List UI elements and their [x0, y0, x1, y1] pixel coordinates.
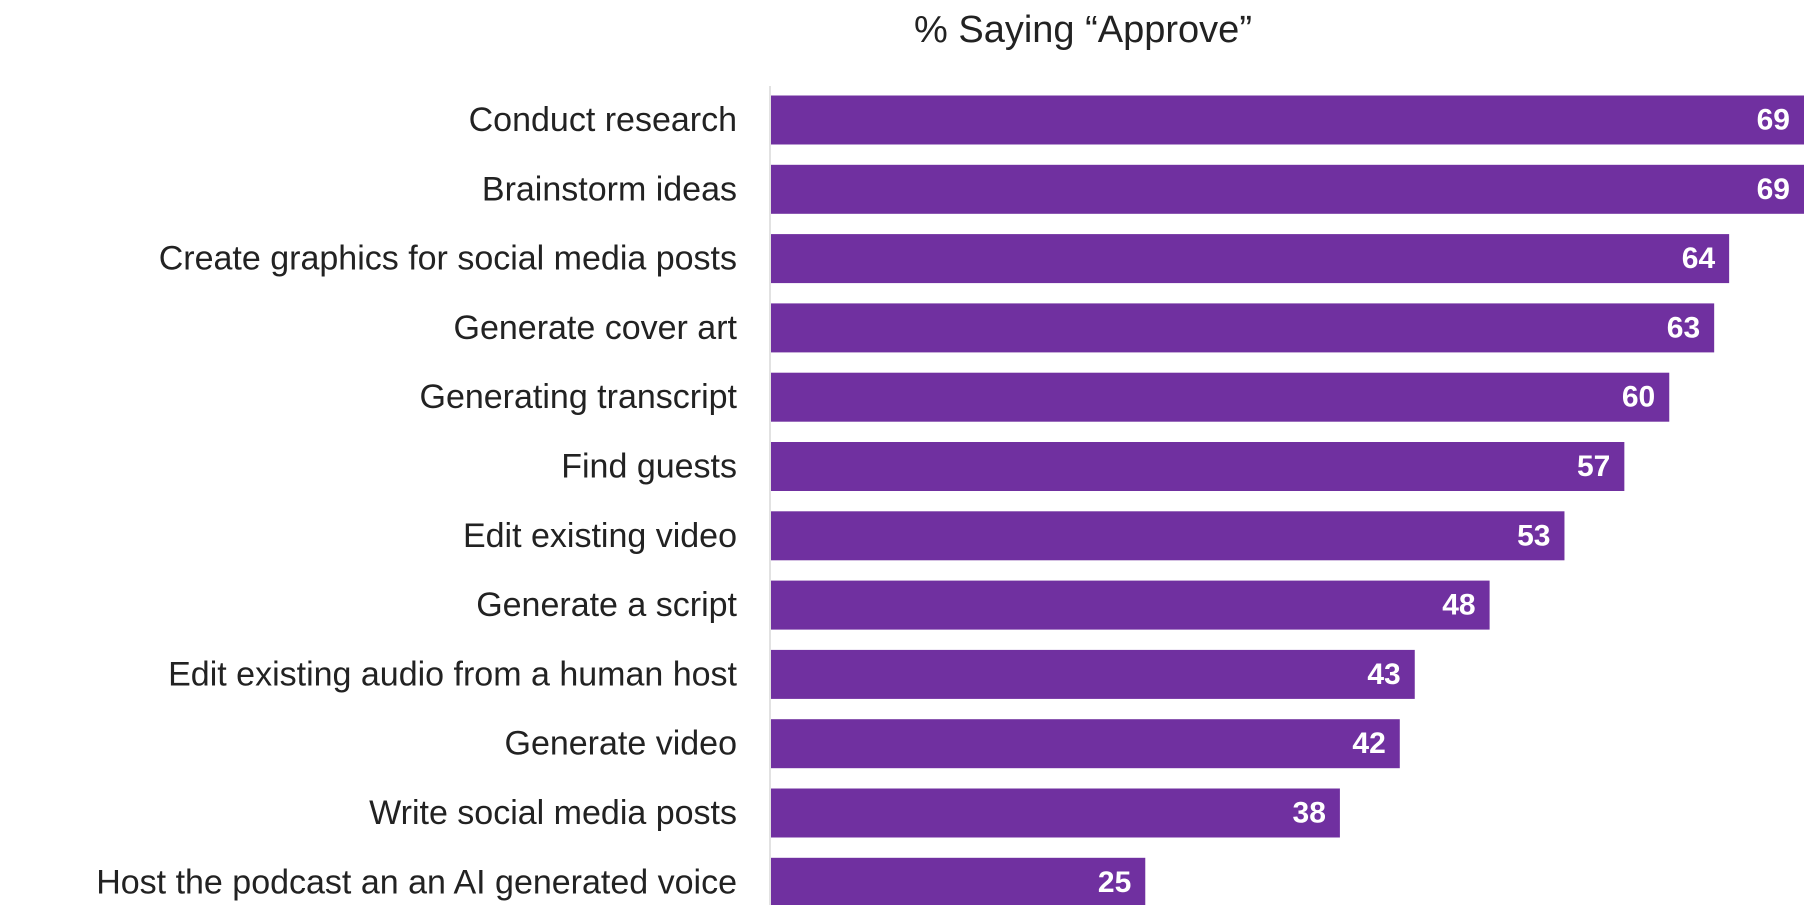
bar-value-label: 63 [1667, 311, 1700, 344]
bar-value-label: 53 [1517, 519, 1550, 552]
bar-row: Generate video 42 [505, 719, 1400, 769]
bar [771, 234, 1730, 284]
category-label: Edit existing video [463, 517, 737, 555]
bar-value-label: 69 [1757, 104, 1790, 137]
category-label: Generating transcript [420, 378, 738, 416]
bar-value-label: 69 [1757, 173, 1790, 206]
bars-group: Conduct research 69 Brainstorm ideas 69 Crea… [96, 95, 1804, 905]
bar-row: Generating transcript 60 [420, 372, 1670, 422]
bar-row: Generate cover art 63 [454, 303, 1715, 353]
bar-row: Host the podcast an an AI generated voic… [96, 857, 1146, 905]
bar-row: Edit existing video 53 [463, 511, 1565, 561]
bar-value-label: 42 [1352, 727, 1385, 760]
category-label: Generate video [505, 725, 738, 763]
bar [771, 649, 1415, 699]
bar-row: Find guests 57 [561, 442, 1625, 491]
bar-row: Edit existing audio from a human host 43 [168, 649, 1415, 699]
bar-value-label: 48 [1442, 589, 1475, 622]
bar [771, 95, 1804, 145]
bar-value-label: 60 [1622, 381, 1655, 414]
category-label: Brainstorm ideas [482, 170, 737, 208]
category-label: Generate cover art [454, 309, 738, 347]
bar-row: Brainstorm ideas 69 [482, 164, 1804, 214]
bar [771, 857, 1146, 905]
category-label: Generate a script [476, 586, 737, 624]
category-label: Edit existing audio from a human host [168, 655, 737, 693]
category-label: Host the podcast an an AI generated voic… [96, 863, 737, 901]
bar [771, 442, 1625, 491]
bar [771, 372, 1670, 422]
bar [771, 303, 1715, 353]
bar-row: Conduct research 69 [469, 95, 1804, 145]
category-label: Conduct research [469, 101, 737, 139]
bar-row: Create graphics for social media posts 64 [159, 234, 1730, 284]
category-label: Write social media posts [369, 794, 737, 832]
bar-value-label: 38 [1293, 797, 1326, 830]
bar-value-label: 64 [1682, 242, 1716, 275]
bar [771, 164, 1804, 214]
category-label: Create graphics for social media posts [159, 240, 737, 278]
bar [771, 719, 1400, 769]
category-label: Find guests [561, 448, 737, 486]
bar-value-label: 57 [1577, 450, 1610, 483]
bar-row: Write social media posts 38 [369, 788, 1340, 838]
chart-title: % Saying “Approve” [914, 9, 1252, 51]
bar [771, 580, 1490, 630]
bar-value-label: 25 [1098, 866, 1131, 899]
bar-value-label: 43 [1367, 658, 1400, 691]
bar [771, 788, 1340, 838]
bar [771, 511, 1565, 561]
bar-row: Generate a script 48 [476, 580, 1490, 630]
